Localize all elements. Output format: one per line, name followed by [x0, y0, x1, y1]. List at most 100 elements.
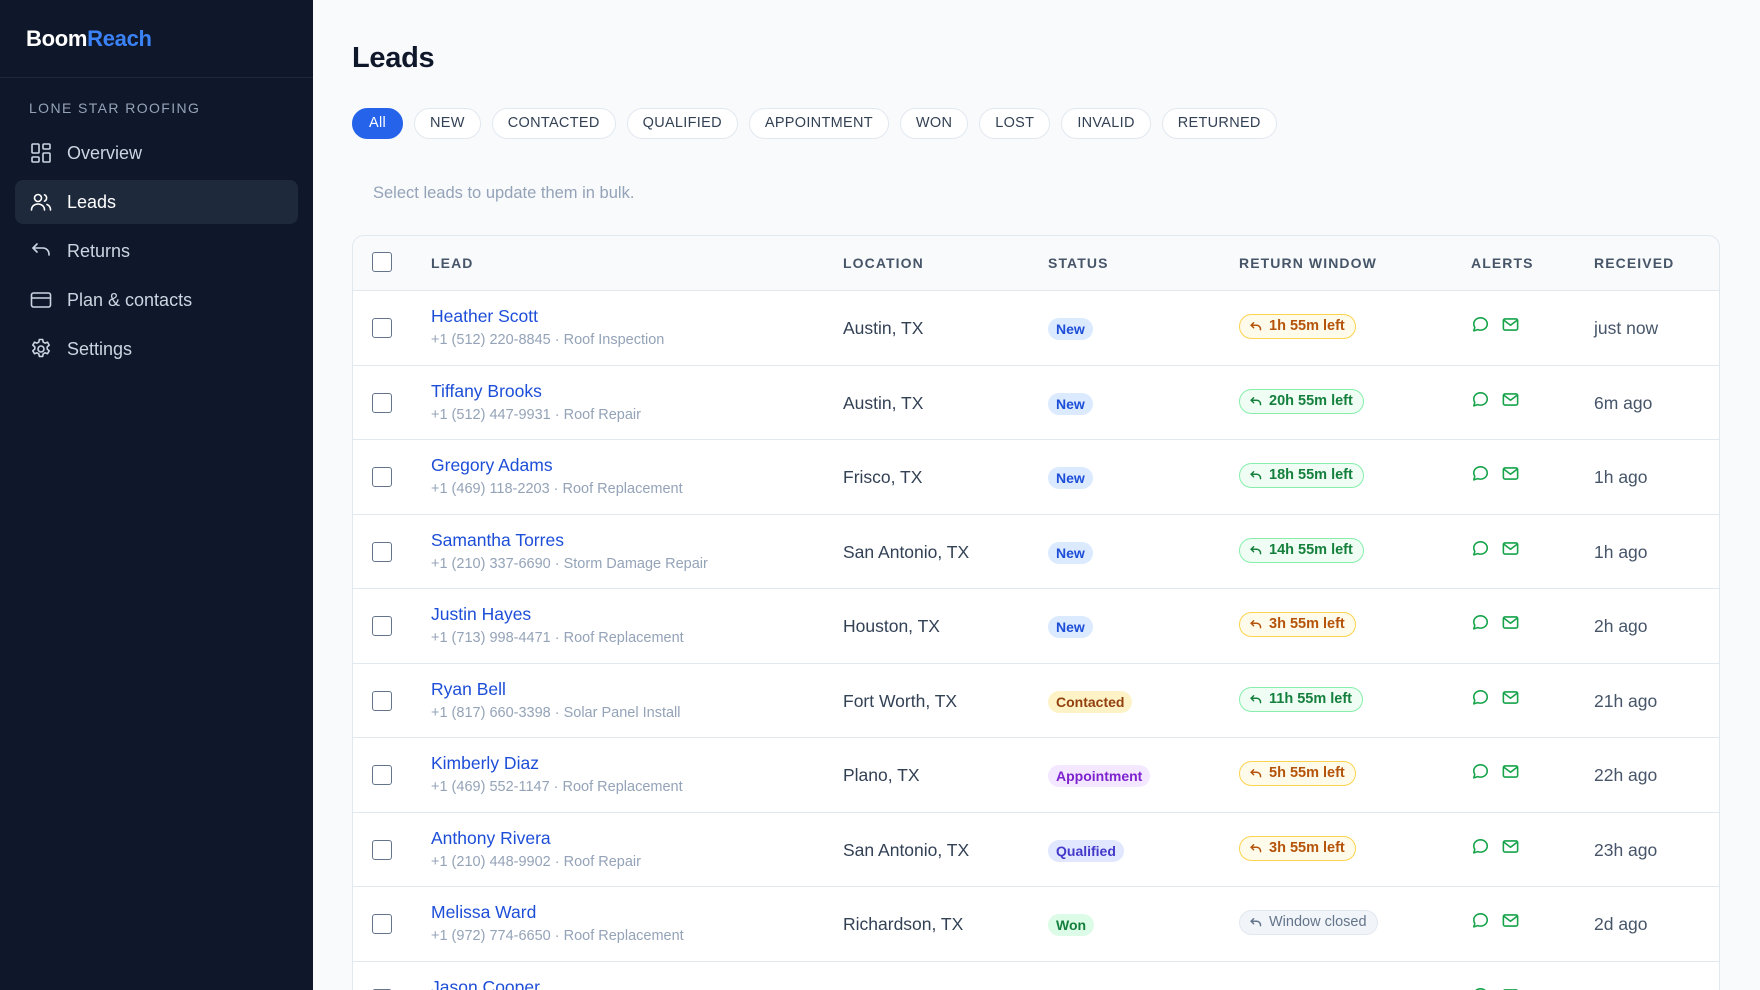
lead-name-link[interactable]: Ryan Bell: [431, 678, 506, 699]
received-time: 23h ago: [1594, 839, 1658, 860]
lead-name-link[interactable]: Samantha Torres: [431, 529, 564, 550]
return-window-text: 14h 55m left: [1269, 541, 1353, 558]
sidebar-item-leads[interactable]: Leads: [15, 180, 298, 224]
table-row[interactable]: Tiffany Brooks +1 (512) 447-9931 · Roof R…: [353, 366, 1719, 440]
row-checkbox[interactable]: [372, 467, 392, 487]
email-alert-icon[interactable]: [1501, 539, 1520, 558]
return-window-badge: 20h 55m left: [1239, 388, 1364, 414]
return-icon: [1248, 543, 1269, 558]
row-checkbox[interactable]: [372, 914, 392, 934]
column-header-lead[interactable]: LEAD: [431, 255, 474, 271]
row-checkbox[interactable]: [372, 541, 392, 562]
row-checkbox[interactable]: [372, 318, 392, 338]
lead-location: San Antonio, TX: [843, 839, 970, 860]
sidebar-nav: Overview Leads Returns Plan & contacts Setti…: [0, 131, 313, 371]
sms-alert-icon[interactable]: [1471, 688, 1490, 707]
filter-chip-returned[interactable]: RETURNED: [1161, 108, 1277, 139]
status-badge: New: [1048, 392, 1093, 415]
select-all-checkbox[interactable]: [372, 252, 392, 272]
table-row[interactable]: Melissa Ward +1 (972) 774-6650 · Roof Rep…: [353, 887, 1719, 962]
filter-chip-won[interactable]: WON: [899, 108, 969, 139]
table-row[interactable]: Ryan Bell +1 (817) 660-3398 · Solar Panel…: [353, 664, 1719, 738]
sidebar: BoomReach LONE STAR ROOFING Overview Lead…: [0, 0, 313, 990]
filter-chip-new[interactable]: NEW: [414, 108, 481, 139]
row-checkbox[interactable]: [372, 839, 392, 860]
received-time: 1h ago: [1594, 541, 1648, 562]
email-alert-icon[interactable]: [1501, 911, 1520, 930]
email-alert-icon[interactable]: [1501, 986, 1520, 990]
filter-chip-contacted[interactable]: CONTACTED: [491, 108, 616, 139]
status-badge: Contacted: [1048, 690, 1133, 713]
return-window-text: 3h 55m left: [1269, 616, 1345, 632]
brand-name-part2: Reach: [87, 26, 152, 51]
sidebar-item-overview[interactable]: Overview: [15, 131, 298, 175]
grid-icon: [29, 141, 67, 165]
lead-location: Austin, TX: [843, 318, 924, 338]
alert-icons: [1471, 539, 1520, 558]
received-time: 2h ago: [1594, 616, 1648, 636]
sidebar-item-plan-contacts[interactable]: Plan & contacts: [15, 278, 298, 322]
row-checkbox[interactable]: [372, 765, 392, 785]
row-checkbox[interactable]: [372, 616, 392, 636]
table-row[interactable]: Samantha Torres +1 (210) 337-6690 · Storm…: [353, 515, 1719, 589]
table-row[interactable]: Justin Hayes +1 (713) 998-4471 · Roof Rep…: [353, 589, 1719, 664]
sms-alert-icon[interactable]: [1471, 315, 1490, 334]
email-alert-icon[interactable]: [1501, 762, 1520, 781]
email-alert-icon[interactable]: [1501, 613, 1520, 632]
table-row[interactable]: Kimberly Diaz +1 (469) 552-1147 · Roof Re…: [353, 738, 1719, 813]
lead-location: San Antonio, TX: [843, 541, 970, 562]
sms-alert-icon[interactable]: [1471, 539, 1490, 558]
row-checkbox[interactable]: [372, 690, 392, 711]
table-row[interactable]: Jason Cooper: [353, 962, 1719, 990]
filter-chip-qualified[interactable]: QUALIFIED: [626, 108, 738, 139]
lead-name-link[interactable]: Anthony Rivera: [431, 827, 551, 848]
sidebar-item-returns[interactable]: Returns: [15, 229, 298, 273]
filter-chip-appointment[interactable]: APPOINTMENT: [748, 108, 889, 139]
row-checkbox[interactable]: [372, 392, 392, 413]
lead-contact-details: +1 (512) 220-8845 · Roof Inspection: [431, 332, 665, 348]
alert-icons: [1471, 688, 1520, 707]
column-header-location[interactable]: LOCATION: [843, 255, 924, 271]
sms-alert-icon[interactable]: [1471, 837, 1490, 856]
lead-name-link[interactable]: Gregory Adams: [431, 455, 553, 475]
sms-alert-icon[interactable]: [1471, 986, 1490, 990]
filter-chip-lost[interactable]: LOST: [979, 108, 1051, 139]
users-icon: [29, 190, 67, 214]
sms-alert-icon[interactable]: [1471, 613, 1490, 632]
leads-table: LEAD LOCATION STATUS RETURN WINDOW ALERT…: [352, 235, 1720, 990]
return-window-badge: 14h 55m left: [1239, 537, 1364, 563]
email-alert-icon[interactable]: [1501, 390, 1520, 409]
lead-contact-details: +1 (210) 448-9902 · Roof Repair: [431, 853, 641, 870]
column-header-status[interactable]: STATUS: [1048, 255, 1109, 271]
lead-name-link[interactable]: Tiffany Brooks: [431, 380, 542, 401]
sms-alert-icon[interactable]: [1471, 390, 1490, 409]
email-alert-icon[interactable]: [1501, 315, 1520, 334]
email-alert-icon[interactable]: [1501, 837, 1520, 856]
filter-chip-invalid[interactable]: INVALID: [1061, 108, 1151, 139]
email-alert-icon[interactable]: [1501, 688, 1520, 707]
column-header-return-window[interactable]: RETURN WINDOW: [1239, 255, 1377, 271]
sms-alert-icon[interactable]: [1471, 911, 1490, 930]
lead-location: Fort Worth, TX: [843, 690, 958, 711]
email-alert-icon[interactable]: [1501, 464, 1520, 483]
lead-name-link[interactable]: Jason Cooper: [431, 976, 540, 990]
column-header-received[interactable]: RECEIVED: [1594, 255, 1675, 271]
sms-alert-icon[interactable]: [1471, 762, 1490, 781]
lead-name-link[interactable]: Heather Scott: [431, 306, 538, 326]
filter-chip-all[interactable]: All: [352, 108, 404, 139]
lead-name-link[interactable]: Justin Hayes: [431, 604, 532, 624]
status-badge: New: [1048, 541, 1093, 564]
lead-name-link[interactable]: Kimberly Diaz: [431, 753, 539, 773]
brand-logo[interactable]: BoomReach: [0, 0, 313, 78]
table-row[interactable]: Heather Scott +1 (512) 220-8845 · Roof In…: [353, 291, 1719, 366]
alert-icons: [1471, 390, 1520, 409]
table-row[interactable]: Anthony Rivera +1 (210) 448-9902 · Roof R…: [353, 813, 1719, 887]
alert-icons: [1471, 613, 1520, 632]
table-header: LEAD LOCATION STATUS RETURN WINDOW ALERT…: [353, 236, 1719, 291]
lead-contact-details: +1 (512) 447-9931 · Roof Repair: [431, 406, 641, 423]
status-badge: New: [1048, 467, 1093, 489]
sms-alert-icon[interactable]: [1471, 464, 1490, 483]
sidebar-item-settings[interactable]: Settings: [15, 327, 298, 371]
table-row[interactable]: Gregory Adams +1 (469) 118-2203 · Roof Re…: [353, 440, 1719, 515]
lead-name-link[interactable]: Melissa Ward: [431, 902, 537, 922]
